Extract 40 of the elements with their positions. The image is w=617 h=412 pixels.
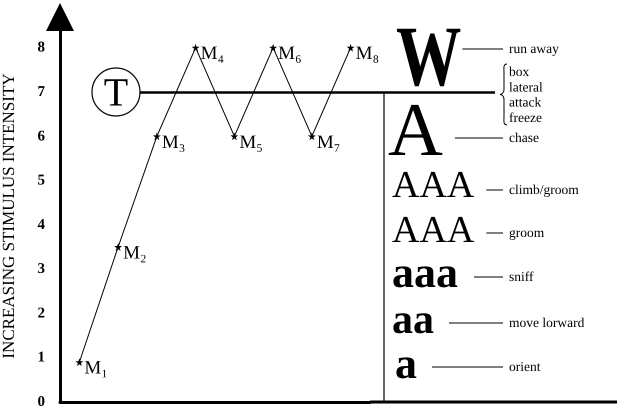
y-axis-title: INCREASING STIMULUS INTENSITY: [0, 73, 18, 359]
point: [269, 44, 278, 52]
point: [308, 132, 316, 140]
data-label: M₈: [356, 43, 380, 64]
y-tick-label: 3: [38, 261, 45, 278]
y-tick-label: 8: [38, 40, 45, 56]
data-label: M₂: [123, 242, 147, 264]
data-label: M₅: [239, 132, 263, 153]
text: sniff: [509, 269, 534, 284]
text: climb/groom: [509, 182, 580, 197]
data-label: M₄: [200, 43, 224, 64]
text: orient: [509, 359, 541, 374]
text: chase: [509, 130, 539, 145]
text: lateral: [509, 79, 543, 94]
y-tick-label: 2: [38, 305, 45, 322]
text: freeze: [509, 110, 542, 125]
data-label: M₆: [278, 43, 302, 64]
text: attack: [509, 94, 542, 110]
y-tick-label: 4: [38, 216, 46, 233]
point: [152, 132, 161, 140]
text: AAA: [392, 209, 475, 251]
text: run away: [509, 41, 560, 56]
y-tick-label: 0: [38, 394, 45, 410]
data-label: M₁: [84, 358, 108, 379]
data-label: M₇: [316, 132, 340, 153]
point: [230, 132, 238, 140]
point: [192, 44, 200, 52]
point: [346, 44, 355, 52]
text: groom: [509, 225, 545, 240]
data-label: M₃: [162, 132, 186, 153]
y-tick-label: 7: [38, 84, 46, 100]
y-tick-label: 6: [38, 128, 46, 144]
y-tick-label: 5: [38, 172, 45, 189]
text: move lorward: [509, 315, 585, 330]
text: box: [509, 64, 530, 79]
y-tick-label: 1: [38, 350, 45, 366]
point: [75, 358, 84, 366]
point: [114, 243, 122, 251]
text: aaa: [392, 248, 458, 297]
ref-line-label: T: [104, 70, 128, 114]
